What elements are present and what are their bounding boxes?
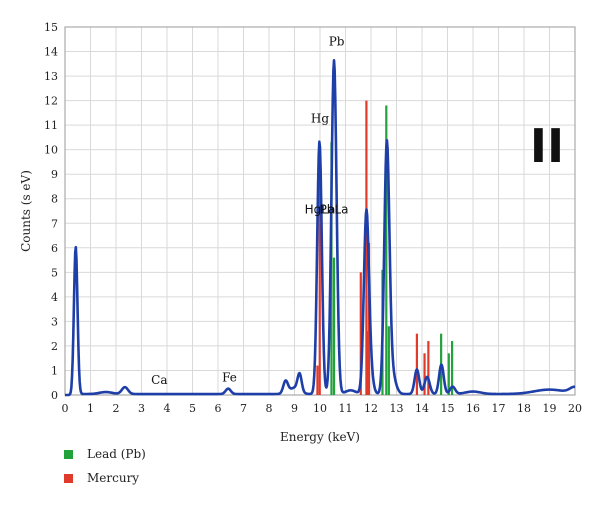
y-tick-label: 0	[51, 389, 58, 402]
x-tick-label: 17	[492, 402, 506, 415]
y-tick-label: 10	[44, 144, 58, 157]
y-tick-label: 6	[51, 242, 58, 255]
y-tick-label: 11	[44, 119, 58, 132]
x-axis-ticks: 0 1 2 3 4 5 6 7 8 9 10 11 12 13 14 15 16 17 18 19 20	[62, 402, 583, 415]
legend: Lead (Pb) Mercury	[64, 446, 146, 494]
x-tick-label: 3	[138, 402, 145, 415]
x-tick-label: 16	[466, 402, 480, 415]
x-tick-label: 2	[113, 402, 120, 415]
y-tick-label: 15	[44, 21, 58, 34]
peak-label: Ca	[151, 373, 167, 387]
legend-item-mercury: Mercury	[64, 470, 146, 486]
legend-label-lead: Lead (Pb)	[87, 447, 146, 461]
y-tick-label: 14	[44, 46, 58, 59]
x-tick-label: 7	[240, 402, 247, 415]
x-tick-label: 12	[364, 402, 378, 415]
y-axis-title: Counts (s eV)	[19, 170, 33, 252]
spectrum-line	[64, 59, 576, 397]
x-tick-label: 10	[313, 402, 327, 415]
x-tick-label: 9	[291, 402, 298, 415]
x-tick-label: 4	[164, 402, 171, 415]
mercury-swatch	[64, 473, 73, 483]
x-tick-label: 8	[266, 402, 273, 415]
y-tick-label: 4	[51, 291, 58, 304]
peak-label: PbLa	[320, 202, 349, 216]
x-tick-label: 20	[568, 402, 582, 415]
x-tick-label: 5	[189, 402, 196, 415]
peak-label: HgLa	[305, 202, 336, 216]
peak-label: Pb	[329, 34, 345, 48]
peak-label: Fe	[222, 371, 237, 385]
y-tick-label: 1	[51, 364, 58, 377]
x-tick-label: 15	[441, 402, 455, 415]
x-tick-label: 13	[390, 402, 404, 415]
x-tick-label: 14	[415, 402, 429, 415]
y-tick-label: 5	[51, 266, 58, 279]
x-tick-label: 19	[543, 402, 557, 415]
y-tick-label: 3	[51, 315, 58, 328]
legend-item-lead: Lead (Pb)	[64, 446, 146, 462]
x-tick-label: 1	[87, 402, 94, 415]
y-tick-label: 7	[51, 217, 58, 230]
x-axis-title: Energy (keV)	[280, 430, 360, 444]
y-tick-label: 8	[51, 193, 58, 206]
x-tick-label: 6	[215, 402, 222, 415]
legend-label-mercury: Mercury	[87, 471, 140, 485]
y-tick-label: 12	[44, 95, 58, 108]
x-tick-label: 0	[62, 402, 69, 415]
x-tick-label: 11	[339, 402, 353, 415]
peak-label: Hg	[311, 112, 329, 126]
lead-swatch	[64, 449, 73, 459]
y-tick-label: 13	[44, 70, 58, 83]
panel-label: II	[530, 119, 564, 173]
y-tick-label: 2	[51, 340, 58, 353]
y-tick-label: 9	[51, 168, 58, 181]
x-tick-label: 18	[517, 402, 531, 415]
